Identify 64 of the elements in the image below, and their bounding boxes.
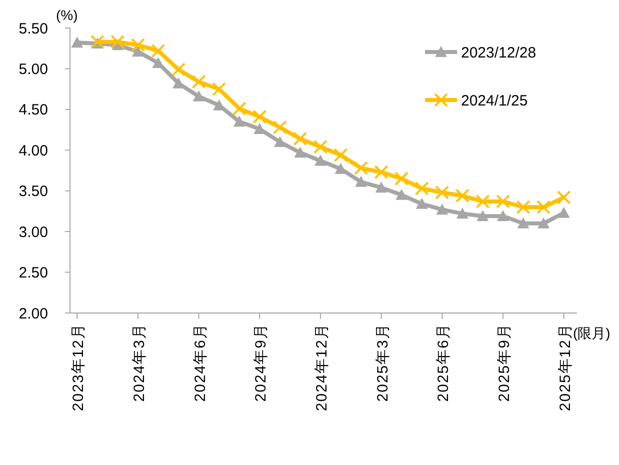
point <box>394 172 409 186</box>
point <box>313 140 328 154</box>
point <box>252 110 267 124</box>
point <box>274 136 286 147</box>
x-tick-label: 2024年12月 <box>313 323 330 412</box>
x-tick-label: 2025年3月 <box>374 323 392 402</box>
point <box>476 194 490 208</box>
point <box>192 90 205 102</box>
point <box>192 74 206 89</box>
x-tick-label: 2025年9月 <box>496 323 513 402</box>
point <box>355 176 368 187</box>
point <box>375 182 388 193</box>
point <box>496 194 510 208</box>
point <box>232 102 246 116</box>
y-tick-label: 5.50 <box>18 20 48 38</box>
y-tick-label: 4.50 <box>18 102 48 119</box>
y-tick-label: 2.00 <box>18 305 48 322</box>
point <box>130 38 145 52</box>
point <box>435 185 450 200</box>
point <box>396 188 408 200</box>
x-tick-label: 2024年3月 <box>130 323 148 402</box>
point <box>414 181 429 196</box>
point <box>293 132 308 146</box>
point <box>172 77 184 88</box>
point <box>517 217 530 228</box>
point <box>172 62 186 77</box>
y-tick-label: 2.50 <box>18 264 48 282</box>
y-tick-label: 3.00 <box>18 224 48 241</box>
point <box>212 82 226 96</box>
point <box>71 36 84 48</box>
x-tick-label: 2023年12月 <box>70 323 88 412</box>
point <box>334 148 348 162</box>
point <box>536 200 551 214</box>
point <box>556 190 571 204</box>
point <box>456 208 468 219</box>
y-axis-title: (%) <box>56 7 78 23</box>
y-tick-label: 5.00 <box>18 60 48 78</box>
point <box>538 217 550 228</box>
legend-label: 2023/12/28 <box>461 44 536 62</box>
x-tick-label: 2024年6月 <box>192 323 209 402</box>
point <box>110 34 125 49</box>
point <box>233 116 246 127</box>
y-tick-label: 4.00 <box>18 142 48 160</box>
point <box>416 198 428 209</box>
point <box>132 46 144 57</box>
point <box>294 146 306 158</box>
x-tick-label: 2025年6月 <box>435 323 452 402</box>
x-axis-title: (限月) <box>573 325 610 341</box>
point <box>436 204 448 215</box>
point <box>90 34 104 49</box>
x-tick-label: 2025年12月 <box>556 323 574 412</box>
point <box>558 206 570 218</box>
point <box>476 210 489 222</box>
x-tick-label: 2024年9月 <box>252 323 270 402</box>
point <box>374 165 388 180</box>
point <box>151 44 166 58</box>
point <box>272 120 287 134</box>
point <box>516 200 530 214</box>
point <box>354 161 368 176</box>
point <box>496 210 509 222</box>
legend-label: 2024/1/25 <box>461 92 528 110</box>
y-tick-label: 3.50 <box>18 183 48 200</box>
point <box>314 154 326 166</box>
point <box>455 188 470 203</box>
